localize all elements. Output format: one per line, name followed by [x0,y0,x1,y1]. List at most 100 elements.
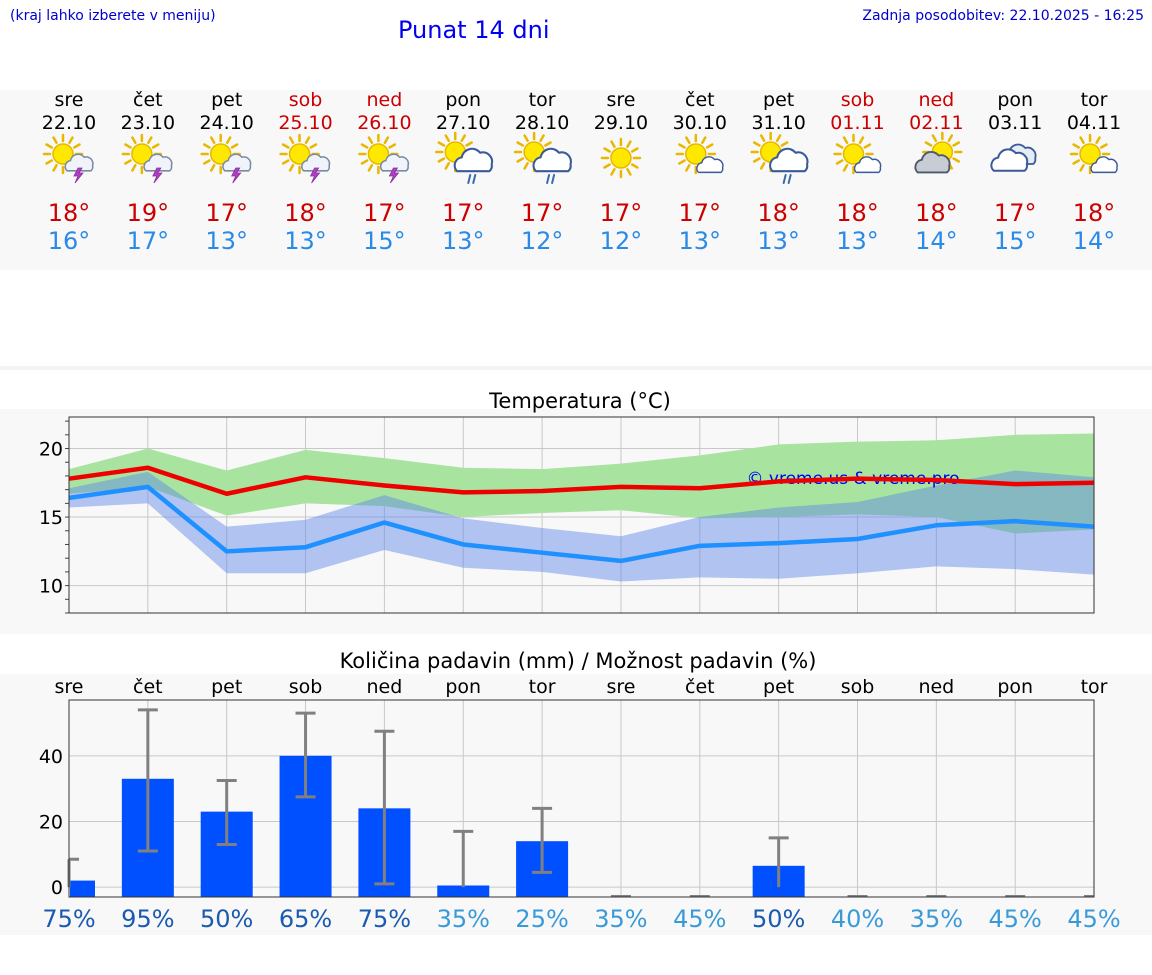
forecast-max-temp: 17° [363,199,406,227]
sun-cloud-rain-icon [513,131,572,184]
x-tick-label: pet [763,676,794,698]
forecast-date: 01.11 [830,112,884,134]
sun-ray [309,143,318,149]
sun-cloud-rain-icon [750,131,809,184]
min-temp-band [69,470,1095,582]
sun-ray [752,157,761,163]
forecast-date: 24.10 [199,112,253,134]
sun-ray [842,136,849,144]
x-tick-label: čet [133,676,163,698]
sun-ray [45,143,53,149]
x-tick-label: ned [367,676,403,698]
sun-shape [121,133,163,175]
sun-ray [281,143,290,149]
sun-ray [626,140,632,148]
cloud-shape [990,148,1029,172]
forecast-day-name: čet [133,90,163,111]
forecast-min-temp: 17° [127,227,170,255]
plot-frame [68,699,1095,898]
sun-ray [835,159,844,165]
sun-ray [610,140,616,148]
error-bar [137,708,158,853]
sun-ray [952,141,961,147]
forecast-date: 28.10 [515,112,569,134]
precip-probability: 75% [42,905,95,933]
sun-ray [544,141,552,147]
sun-ray [626,168,632,176]
lightning-bolt [388,167,400,184]
sun-ray [288,164,295,172]
sun-ray [630,163,639,169]
sun-ray [678,159,686,165]
sun-ray [952,157,961,163]
precip-probability: 45% [1067,905,1120,933]
cloud-outline [379,153,410,172]
sun-ray [147,136,153,144]
location-menu-hint[interactable]: (kraj lahko izberete v meniju) [10,8,216,24]
sun-ray [780,141,789,147]
sun-ray [630,147,639,153]
forecast-day-name: sre [606,90,635,111]
lightning-bolt [152,167,163,184]
sun-cloud-rain-icon [435,131,494,184]
forecast-min-temp: 13° [679,227,722,255]
sun-ray [52,164,58,172]
forecast-day-name: tor [529,90,556,111]
error-bar [374,729,395,886]
sun-ray [288,136,295,144]
sun-ray [124,159,132,165]
precip-probability: 65% [279,905,332,933]
sun-ray [202,159,211,165]
sun-ray [230,143,239,149]
precip-probability: 35% [910,905,963,933]
x-tick-label: sre [55,676,84,698]
sun-ray [835,143,844,149]
forecast-max-temp: 17° [994,199,1037,227]
sun-ray [759,162,766,170]
rain-drop [551,174,556,184]
cloudy-icon [990,143,1037,172]
forecast-max-temp: 17° [442,199,485,227]
max-temp-line [68,465,1095,497]
y-tick-label: 40 [39,746,63,768]
sun-ray [603,147,611,153]
sun-ray [947,134,954,142]
y-tick-label: 10 [39,576,63,598]
sun-ray [752,141,761,147]
forecast-days: sre22.1018°16°čet23.1019°17°pet24.1017°1… [42,90,1121,255]
y-tick-label: 20 [39,439,63,461]
sun-ray [759,134,766,142]
lightning-bolt [73,167,84,184]
cloud-outline [301,153,331,172]
sun-disc [610,147,632,169]
forecast-day-name: sre [55,90,84,111]
sun-ray [367,164,374,172]
forecast-min-temp: 14° [1073,227,1116,255]
error-bar [532,806,553,874]
sun-ray [437,141,446,147]
cloud-outline [453,147,494,173]
forecast-day-name: pet [763,90,794,111]
precip-bar [70,880,95,897]
forecast-max-temp: 18° [915,199,958,227]
forecast-max-temp: 17° [600,199,643,227]
forecast-min-temp: 13° [284,227,327,255]
precip-probability: 45% [989,905,1042,933]
precip-probability: 35% [437,905,490,933]
cloud-shape [301,153,331,172]
sun-ray [842,164,849,172]
x-tick-label: pon [997,676,1033,698]
sun-ray [460,134,466,142]
lightning-bolt [231,167,242,184]
sun-small-cloud-icon [833,133,882,175]
forecast-day-name: pon [997,90,1033,111]
cloud-shape [379,153,410,172]
sun-ray [444,162,450,170]
sun-ray [73,143,81,149]
precip-probability: 25% [515,905,568,933]
